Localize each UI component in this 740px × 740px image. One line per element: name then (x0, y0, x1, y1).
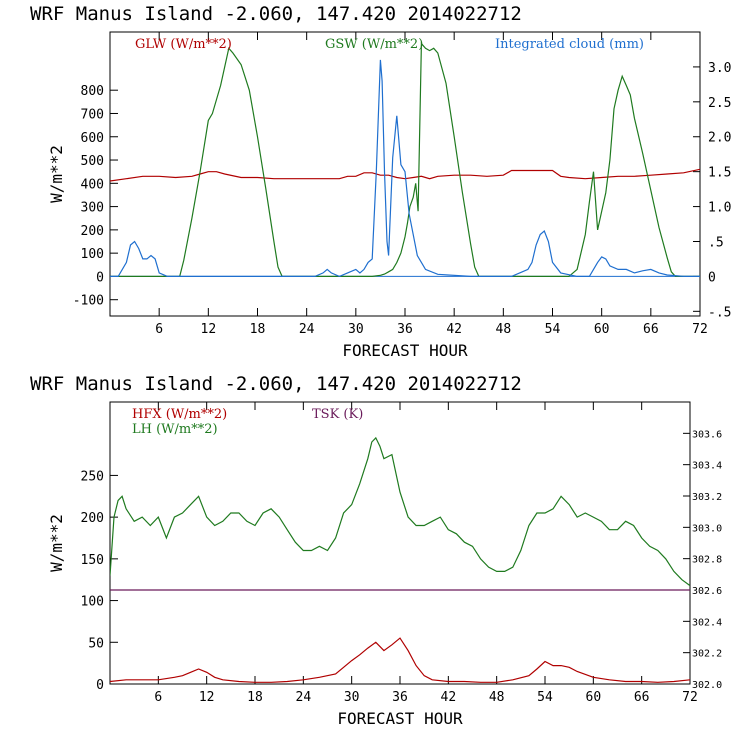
y-tick-label: 0 (96, 270, 104, 285)
x-tick-label: 6 (154, 690, 162, 705)
y2-tick-label: 302.6 (692, 586, 722, 597)
y2-tick-label: 302.2 (692, 649, 722, 660)
y2-tick-label: 3.0 (708, 61, 731, 76)
y-tick-label: -100 (73, 294, 104, 309)
legend-entry: HFX (W/m**2) (132, 407, 227, 422)
y-tick-label: 300 (81, 201, 104, 216)
y2-tick-label: 2.5 (708, 96, 731, 111)
y-axis-label: W/m**2 (47, 145, 66, 203)
y2-tick-label: 1.0 (708, 201, 731, 216)
y-tick-label: 400 (81, 177, 104, 192)
y-tick-label: 500 (81, 154, 104, 169)
x-tick-label: 48 (496, 322, 512, 337)
y-tick-label: 100 (81, 595, 104, 610)
series-line-2 (110, 436, 690, 587)
x-axis-label: FORECAST HOUR (337, 709, 463, 728)
y2-tick-label: 302.8 (692, 555, 722, 566)
x-tick-label: 24 (296, 690, 312, 705)
y2-tick-label: 303.6 (692, 429, 722, 440)
series-line-2 (110, 42, 700, 277)
x-axis-label: FORECAST HOUR (342, 341, 468, 360)
x-tick-label: 60 (586, 690, 602, 705)
x-tick-label: 12 (201, 322, 217, 337)
legend-entry: TSK (K) (312, 407, 363, 422)
x-tick-label: 30 (348, 322, 364, 337)
series-line-1 (110, 637, 690, 683)
y2-tick-label: 2.0 (708, 131, 731, 146)
chart-panel-1: WRF Manus Island -2.060, 147.420 2014022… (30, 3, 731, 360)
y-axis-label: W/m**2 (47, 514, 66, 572)
x-tick-label: 24 (299, 322, 315, 337)
y-tick-label: 200 (81, 224, 104, 239)
x-tick-label: 72 (692, 322, 708, 337)
legend-entry: LH (W/m**2) (132, 422, 218, 437)
y2-tick-label: 302.4 (692, 617, 722, 628)
x-tick-label: 6 (155, 322, 163, 337)
legend-entry: GSW (W/m**2) (325, 37, 423, 52)
series-line-1 (110, 168, 700, 182)
y-tick-label: 0 (96, 678, 104, 693)
y-tick-label: 50 (88, 636, 104, 651)
y2-tick-label: 1.5 (708, 166, 731, 181)
y-tick-label: 200 (81, 511, 104, 526)
x-tick-label: 66 (634, 690, 650, 705)
y2-tick-label: -.5 (708, 305, 731, 320)
x-tick-label: 36 (392, 690, 408, 705)
chart-title: WRF Manus Island -2.060, 147.420 2014022… (30, 3, 522, 25)
x-tick-label: 42 (446, 322, 462, 337)
x-tick-label: 12 (199, 690, 215, 705)
x-tick-label: 42 (441, 690, 457, 705)
x-tick-label: 66 (643, 322, 659, 337)
y2-tick-label: .5 (708, 235, 724, 250)
x-tick-label: 18 (247, 690, 263, 705)
x-tick-label: 30 (344, 690, 360, 705)
x-tick-label: 60 (594, 322, 610, 337)
x-tick-label: 48 (489, 690, 505, 705)
legend-entry: GLW (W/m**2) (135, 37, 232, 52)
chart-title: WRF Manus Island -2.060, 147.420 2014022… (30, 373, 522, 395)
x-tick-label: 54 (545, 322, 561, 337)
y2-tick-label: 303.2 (692, 492, 722, 503)
plot-frame (109, 401, 691, 685)
y2-tick-label: 303.0 (692, 523, 722, 534)
y-tick-label: 600 (81, 131, 104, 146)
series-line-3 (110, 59, 700, 278)
x-tick-label: 36 (397, 322, 413, 337)
y-tick-label: 800 (81, 84, 104, 99)
y2-tick-label: 303.4 (692, 461, 722, 472)
y-tick-label: 150 (81, 553, 104, 568)
chart-panel-2: WRF Manus Island -2.060, 147.420 2014022… (30, 373, 722, 728)
x-tick-label: 18 (250, 322, 266, 337)
y-tick-label: 700 (81, 107, 104, 122)
x-tick-label: 54 (537, 690, 553, 705)
y-tick-label: 100 (81, 247, 104, 262)
x-tick-label: 72 (682, 690, 698, 705)
legend-entry: Integrated cloud (mm) (495, 37, 644, 52)
y-tick-label: 250 (81, 469, 104, 484)
y2-tick-label: 302.0 (692, 680, 722, 691)
y2-tick-label: 0 (708, 270, 716, 285)
